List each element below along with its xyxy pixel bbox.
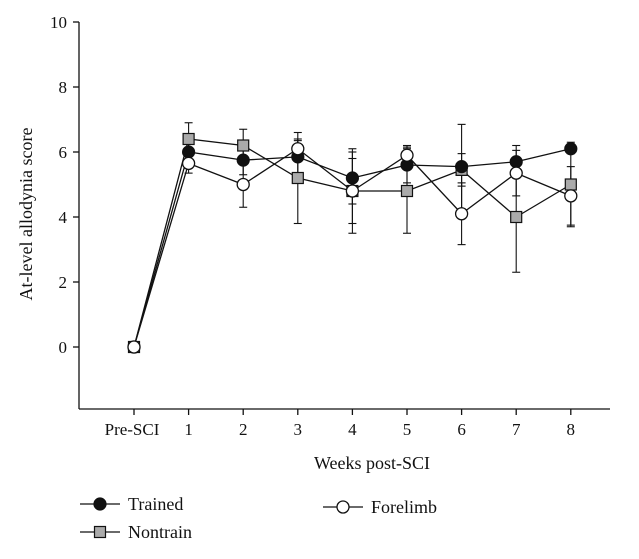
- y-tick-label: 4: [59, 208, 68, 227]
- nontrain-data-point: [182, 132, 195, 146]
- nontrain-data-point: [291, 171, 304, 185]
- trained-data-point: [236, 153, 250, 167]
- forelimb-data-point: [345, 184, 360, 198]
- y-axis-title: At-level allodynia score: [16, 128, 36, 301]
- x-tick-label: 5: [403, 420, 412, 439]
- legend-label-nontrain: Nontrain: [128, 522, 192, 542]
- y-tick-label: 0: [59, 338, 68, 357]
- trained-data-point: [345, 171, 359, 185]
- trained-data-point: [182, 145, 196, 159]
- x-tick-label: Pre-SCI: [105, 420, 160, 439]
- nontrain-data-point: [564, 178, 577, 191]
- forelimb-data-point: [236, 177, 250, 192]
- trained-data-point: [564, 142, 578, 156]
- y-tick-label: 8: [59, 78, 68, 97]
- x-tick-label: 3: [294, 420, 303, 439]
- trained-data-point: [455, 160, 469, 174]
- x-tick-label: 8: [567, 420, 576, 439]
- legend-marker-forelimb: [336, 500, 350, 514]
- forelimb-data-point: [509, 166, 523, 180]
- nontrain-data-point: [400, 184, 414, 198]
- series-layer: [127, 122, 578, 354]
- nontrain-data-point: [237, 139, 250, 152]
- legend-label-trained: Trained: [128, 494, 183, 514]
- legend-marker-trained: [93, 497, 107, 511]
- y-tick-label: 10: [50, 13, 67, 32]
- x-tick-label: 2: [239, 420, 248, 439]
- legend-item-trained: Trained: [80, 494, 183, 514]
- y-tick-label: 6: [59, 143, 68, 162]
- x-tick-label: 7: [512, 420, 521, 439]
- x-tick-label: 4: [348, 420, 357, 439]
- x-tick-label: 1: [184, 420, 193, 439]
- legend-marker-nontrain: [93, 525, 107, 539]
- forelimb-data-point: [564, 189, 578, 203]
- forelimb-data-point: [127, 340, 141, 354]
- forelimb-data-point: [291, 142, 305, 156]
- trained-data-point: [509, 155, 523, 169]
- chart-legend: Trained Nontrain Forelimb: [80, 494, 437, 542]
- x-tick-label: 6: [457, 420, 466, 439]
- nontrain-data-point: [510, 210, 523, 224]
- chart-axes: 0 2 4 6 8 10 Pre-SCI 1 2 3 4 5 6 7 8: [50, 13, 610, 439]
- forelimb-data-point: [454, 207, 469, 221]
- legend-item-nontrain: Nontrain: [80, 522, 192, 542]
- forelimb-data-point: [400, 148, 414, 162]
- legend-label-forelimb: Forelimb: [371, 497, 437, 517]
- forelimb-data-point: [181, 156, 196, 171]
- x-axis-title: Weeks post-SCI: [314, 453, 430, 473]
- y-tick-label: 2: [59, 273, 68, 292]
- legend-item-forelimb: Forelimb: [323, 497, 437, 517]
